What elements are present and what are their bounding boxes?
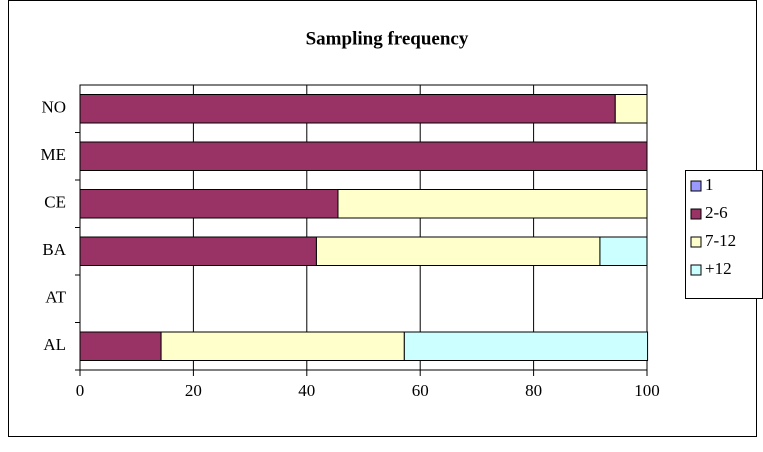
bar-segment — [315, 236, 601, 266]
x-tick-label: 40 — [298, 381, 315, 400]
legend-frame — [685, 170, 763, 299]
x-tick-label: 0 — [76, 381, 85, 400]
legend-swatch — [690, 208, 702, 220]
bar-segment — [337, 189, 648, 219]
bar-segment — [79, 236, 317, 266]
y-tick-label: AT — [45, 288, 66, 307]
y-tick-label: BA — [42, 240, 66, 259]
bar-segment — [79, 141, 648, 171]
bar-segment — [79, 94, 616, 124]
legend-label: 1 — [705, 175, 714, 194]
legend-label: 2-6 — [705, 203, 728, 222]
x-tick-label: 20 — [185, 381, 202, 400]
bar-segment — [79, 331, 162, 361]
legend-swatch — [690, 180, 702, 192]
x-tick-label: 60 — [412, 381, 429, 400]
legend-swatch — [690, 264, 702, 276]
bar-segment — [599, 236, 648, 266]
bar-segment — [614, 94, 648, 124]
bar-segment — [160, 331, 405, 361]
bar-segment — [403, 331, 649, 361]
y-tick-label: CE — [44, 193, 66, 212]
x-tick-label: 80 — [525, 381, 542, 400]
y-tick-label: AL — [43, 335, 66, 354]
chart-title: Sampling frequency — [306, 28, 469, 49]
x-tick-label: 100 — [634, 381, 660, 400]
legend-label: 7-12 — [705, 231, 736, 250]
plot-area — [79, 84, 648, 371]
legend-swatch — [690, 236, 702, 248]
legend-label: +12 — [705, 259, 732, 278]
bar-segment — [79, 189, 339, 219]
y-tick-label: NO — [41, 98, 66, 117]
y-tick-label: ME — [41, 145, 67, 164]
